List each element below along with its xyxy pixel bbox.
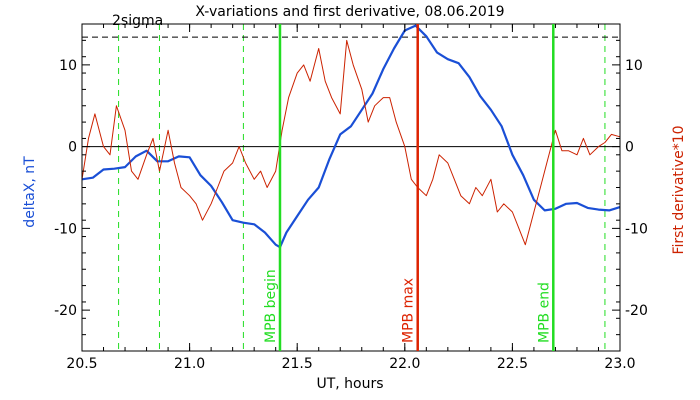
x-tick-label: 20.5 [66,356,97,372]
x-tick-label: 21.0 [174,356,205,372]
x-tick-label: 23.0 [604,356,635,372]
mpb-markers-layer: MPB begin MPB max MPB end [263,24,555,351]
y-right-tick-label: 10 [625,58,643,74]
sigma-label: 2sigma [112,13,163,29]
y-right-tick-label: 0 [625,140,634,156]
left-y-axis-label: deltaX, nT [22,156,38,228]
ticks-layer: 20.5 21.0 21.5 22.0 22.5 23.0 -20 -20 -10 -10 0 0 10… [54,23,648,372]
x-axis-label: UT, hours [316,376,383,392]
derivative-series-line [81,39,621,246]
series-layer [81,24,621,249]
x-tick-label: 21.5 [282,356,313,372]
x-tick-label: 22.5 [497,356,528,372]
chart-title: X-variations and first derivative, 08.06… [195,4,504,20]
x-tick-label: 22.0 [389,356,420,372]
y-left-tick-label: 10 [59,58,77,74]
y-right-tick-label: -10 [625,221,648,237]
y-right-tick-label: -20 [625,303,648,319]
mpb-end-label: MPB end [536,282,552,343]
y-left-tick-label: 0 [68,140,77,156]
right-y-axis-label: First derivative*10 [671,125,687,254]
mpb-begin-label: MPB begin [263,269,279,343]
y-left-tick-label: -10 [54,221,77,237]
y-left-tick-label: -20 [54,303,77,319]
mpb-max-label: MPB max [401,278,417,343]
